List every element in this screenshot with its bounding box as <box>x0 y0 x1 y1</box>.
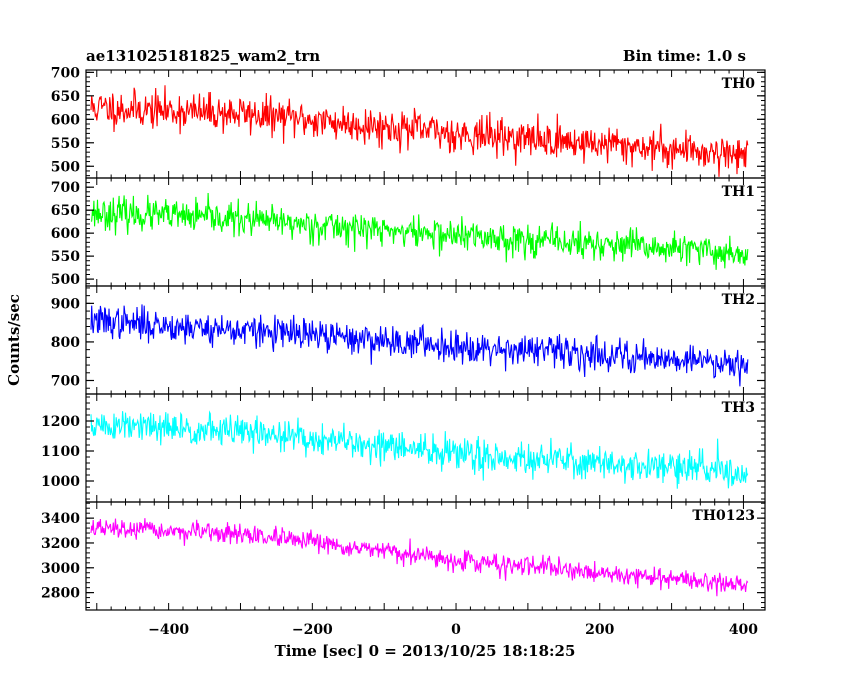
panel-label-th2: TH2 <box>722 292 755 308</box>
series-line-th2 <box>90 304 749 387</box>
chart-title: ae131025181825_wam2_trn <box>86 47 320 65</box>
x-tick-label: 0 <box>451 622 461 638</box>
y-tick-label: 650 <box>51 203 80 219</box>
y-tick-label: 700 <box>51 374 80 390</box>
y-tick-label: 700 <box>51 180 80 196</box>
panels-group: 500 550 600 650 700 TH0 500 550 600 650 700 TH1 700 8… <box>41 65 766 611</box>
series-line-th0 <box>90 85 749 177</box>
y-tick-label: 600 <box>51 112 80 128</box>
y-tick-label: 700 <box>51 65 80 81</box>
y-tick-label: 2800 <box>41 586 80 602</box>
y-tick-label: 1200 <box>41 414 80 430</box>
panel-th0123: 2800 3000 3200 3400 TH0123 <box>41 501 766 611</box>
y-axis-label: Counts/sec <box>5 294 23 386</box>
x-axis: −400 −200 0 200 400 <box>148 622 758 638</box>
bin-time-label: Bin time: 1.0 s <box>623 47 746 65</box>
y-tick-label: 500 <box>51 159 80 175</box>
y-tick-label: 800 <box>51 335 80 351</box>
y-tick-label: 3000 <box>41 561 80 577</box>
panel-th2: 700 800 900 TH2 <box>51 285 766 395</box>
panel-label-th0: TH0 <box>722 76 756 92</box>
y-tick-label: 600 <box>51 226 80 242</box>
panel-th3: 1000 1100 1200 TH3 <box>41 393 766 503</box>
x-tick-label: −400 <box>148 622 189 638</box>
panel-th1: 500 550 600 650 700 TH1 <box>51 177 766 288</box>
y-tick-label: 1100 <box>41 444 80 460</box>
y-tick-label: 550 <box>51 136 80 152</box>
x-tick-label: 200 <box>585 622 614 638</box>
y-tick-label: 3400 <box>41 511 80 527</box>
y-tick-label: 650 <box>51 89 80 105</box>
panel-label-th1: TH1 <box>722 184 755 200</box>
series-line-th3 <box>90 410 749 489</box>
y-tick-label: 1000 <box>41 474 80 490</box>
panel-label-th0123: TH0123 <box>692 508 755 524</box>
y-tick-label: 550 <box>51 249 80 265</box>
panel-label-th3: TH3 <box>722 400 755 416</box>
x-tick-label: 400 <box>729 622 758 638</box>
y-tick-label: 900 <box>51 296 80 312</box>
y-tick-label: 500 <box>51 272 80 288</box>
series-line-th1 <box>90 192 749 270</box>
series-line-th0123 <box>90 518 749 597</box>
panel-th0: 500 550 600 650 700 TH0 <box>51 65 766 179</box>
x-axis-label: Time [sec] 0 = 2013/10/25 18:18:25 <box>275 642 576 660</box>
y-tick-label: 3200 <box>41 536 80 552</box>
panel-frame <box>85 501 766 611</box>
x-tick-label: −200 <box>292 622 333 638</box>
